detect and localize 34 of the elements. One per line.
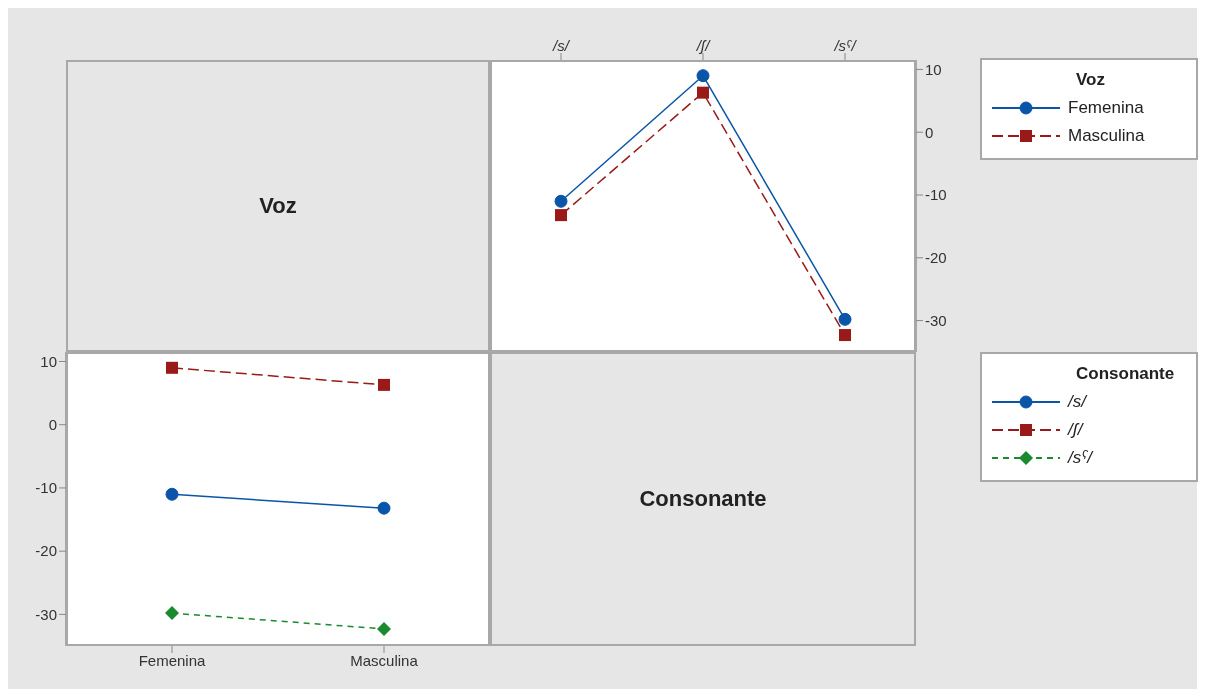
point bbox=[377, 621, 391, 636]
y-tick-label: -10 bbox=[35, 479, 57, 497]
legend-label: Femenina bbox=[1068, 98, 1144, 118]
y-tick-label: 0 bbox=[48, 416, 57, 434]
x-axis-title: Consonante bbox=[639, 486, 767, 512]
y-tick-label: -10 bbox=[925, 186, 947, 204]
point bbox=[165, 606, 179, 621]
legend-label: /s/ bbox=[1068, 392, 1086, 412]
point bbox=[378, 378, 390, 391]
point bbox=[166, 361, 178, 374]
y-tick-label: -30 bbox=[35, 605, 57, 623]
legend-title: Consonante bbox=[1076, 364, 1176, 384]
point bbox=[696, 69, 710, 83]
legend-label: Masculina bbox=[1068, 126, 1145, 146]
legend-label: /sˤ/ bbox=[1068, 448, 1092, 468]
x-tick-label: /s/ bbox=[552, 37, 571, 54]
point bbox=[838, 312, 852, 326]
point bbox=[165, 487, 179, 501]
point bbox=[377, 501, 391, 515]
y-tick-label: -20 bbox=[35, 542, 57, 560]
y-tick-label: 0 bbox=[925, 123, 934, 141]
y-tick-label: 10 bbox=[925, 60, 942, 78]
point bbox=[839, 329, 851, 342]
point bbox=[554, 194, 568, 208]
x-tick-label: /ʃ/ bbox=[695, 37, 712, 54]
legend-label: /ʃ/ bbox=[1068, 420, 1083, 440]
x-tick-label: /sˤ/ bbox=[833, 37, 858, 54]
y-tick-label: -20 bbox=[925, 249, 947, 267]
point bbox=[697, 86, 709, 99]
x-axis-title: Voz bbox=[259, 193, 297, 219]
y-tick-label: 10 bbox=[40, 352, 57, 370]
y-tick-label: -30 bbox=[925, 311, 947, 329]
legend-title: Voz bbox=[1076, 70, 1106, 90]
point bbox=[555, 209, 567, 222]
